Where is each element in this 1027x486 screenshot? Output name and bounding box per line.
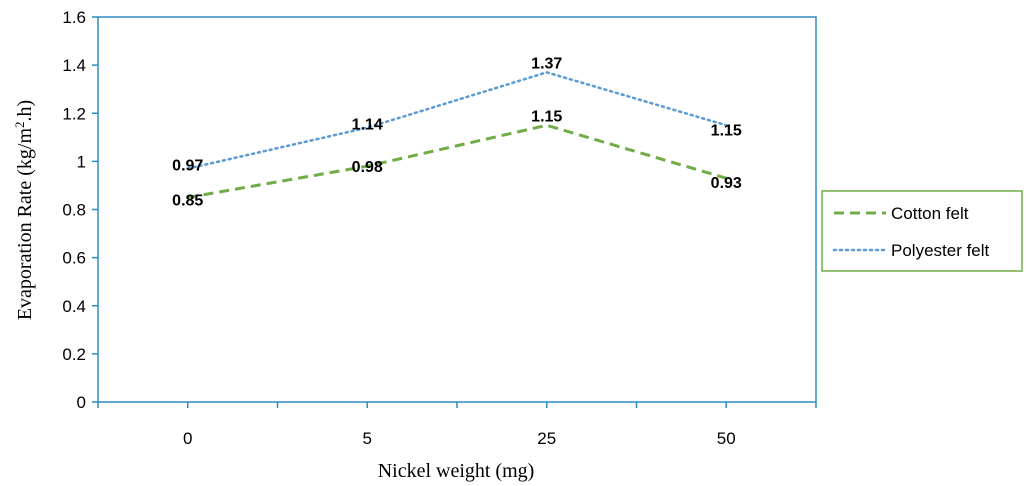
plot-frame <box>97 16 817 403</box>
y-tick-label: 1.2 <box>62 104 86 123</box>
legend: Cotton felt Polyester felt <box>821 190 1023 272</box>
y-tick-label: 0 <box>77 393 86 412</box>
y-axis-title: Evaporation Rate (kg/m2.h) <box>12 100 36 320</box>
data-label: 1.15 <box>531 108 562 125</box>
series-line-0 <box>187 123 727 199</box>
y-tick-label: 1.4 <box>62 56 86 75</box>
data-label: 0.98 <box>352 159 383 176</box>
x-tick-label: 5 <box>363 429 372 448</box>
data-label: 1.37 <box>531 55 562 72</box>
x-axis-ticks: 0 5 25 50 <box>97 402 817 448</box>
data-label: 0.85 <box>172 192 203 209</box>
y-tick-label: 0.4 <box>62 297 86 316</box>
data-label: 0.97 <box>172 158 203 175</box>
data-labels: 0.85 0.98 1.15 0.93 0.97 1.14 1.37 1.15 <box>172 55 742 209</box>
y-tick-label: 0.2 <box>62 345 86 364</box>
x-axis-title: Nickel weight (mg) <box>378 460 535 482</box>
series-lines <box>186 71 728 199</box>
legend-box <box>821 190 1023 272</box>
y-axis-title-superscript: 2 <box>12 122 27 129</box>
y-tick-label: 0.6 <box>62 249 86 268</box>
y-tick-label: 1 <box>77 152 86 171</box>
data-label: 1.15 <box>711 122 742 139</box>
legend-label: Polyester felt <box>891 241 990 260</box>
legend-label: Cotton felt <box>891 204 969 223</box>
y-axis-title-main: Evaporation Rate (kg/m <box>14 128 36 321</box>
data-label: 1.14 <box>352 117 383 134</box>
series-line-1 <box>186 71 728 170</box>
x-tick-label: 25 <box>537 429 556 448</box>
y-tick-label: 1.6 <box>62 8 86 27</box>
y-tick-label: 0.8 <box>62 201 86 220</box>
x-tick-label: 0 <box>183 429 192 448</box>
data-label: 0.93 <box>711 175 742 192</box>
x-tick-label: 50 <box>717 429 736 448</box>
y-axis-ticks: 0 0.2 0.4 0.6 0.8 1 1.2 1.4 1.6 <box>62 8 98 412</box>
y-axis-title-tail: .h) <box>14 100 36 122</box>
